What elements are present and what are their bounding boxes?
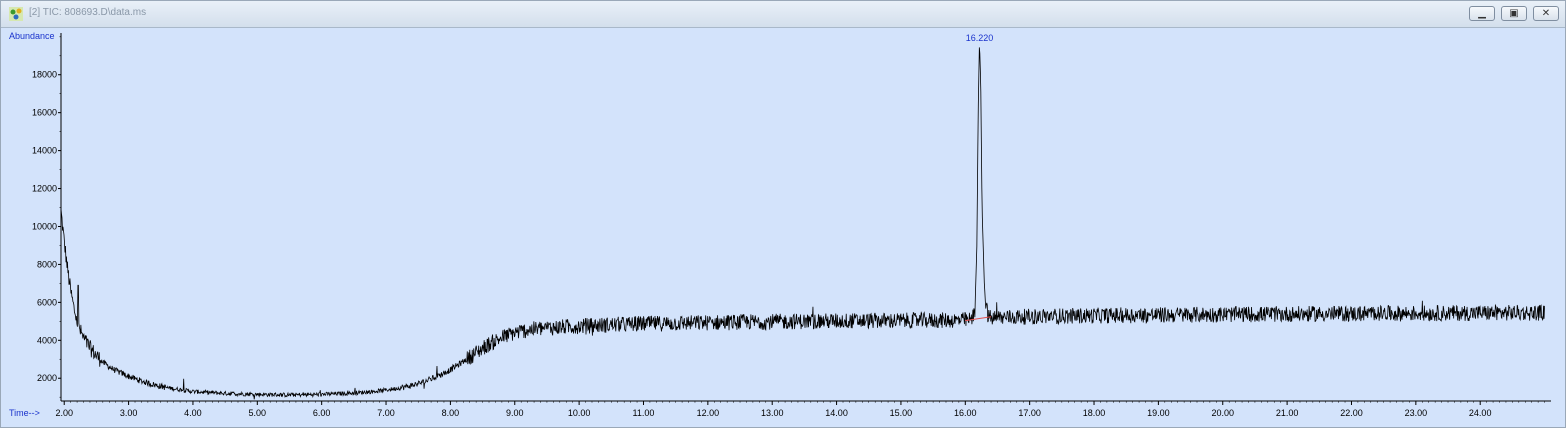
chromatogram-app-icon [9, 7, 23, 21]
x-tick-label: 13.00 [761, 408, 784, 418]
x-tick-label: 18.00 [1083, 408, 1106, 418]
tic-trace [60, 47, 1545, 400]
x-tick-label: 21.00 [1276, 408, 1299, 418]
x-tick-label: 15.00 [890, 408, 913, 418]
close-button[interactable]: ✕ [1533, 6, 1559, 21]
x-tick-label: 22.00 [1340, 408, 1363, 418]
x-tick-label: 14.00 [825, 408, 848, 418]
restore-icon: ▣ [1509, 8, 1519, 19]
x-tick-label: 2.00 [55, 408, 73, 418]
x-tick-label: 8.00 [442, 408, 460, 418]
x-tick-label: 12.00 [697, 408, 720, 418]
x-tick-label: 11.00 [633, 408, 655, 418]
x-tick-label: 5.00 [249, 408, 267, 418]
y-tick-label: 6000 [37, 297, 57, 307]
x-tick-label: 23.00 [1405, 408, 1428, 418]
close-icon: ✕ [1541, 8, 1551, 19]
y-tick-label: 8000 [37, 259, 57, 269]
x-tick-label: 16.00 [954, 408, 977, 418]
x-tick-label: 6.00 [313, 408, 331, 418]
y-tick-label: 12000 [32, 184, 57, 194]
plot-background [1, 28, 1565, 427]
chromatogram-chart[interactable]: Abundance Time--> 2000 4000 6000 8000 10000 1… [1, 28, 1565, 427]
y-tick-label: 14000 [32, 146, 57, 156]
restore-button[interactable]: ▣ [1501, 6, 1527, 21]
x-tick-label: 17.00 [1018, 408, 1041, 418]
peak-baseline [965, 316, 992, 322]
x-tick-label: 4.00 [184, 408, 202, 418]
title-bar[interactable]: [2] TIC: 808693.D\data.ms ▁ ▣ ✕ [1, 1, 1565, 28]
x-tick-label: 7.00 [377, 408, 395, 418]
window-title: [2] TIC: 808693.D\data.ms [29, 7, 147, 18]
y-tick-label: 10000 [32, 221, 57, 231]
x-tick-label: 19.00 [1147, 408, 1170, 418]
x-axis-label: Time--> [9, 408, 40, 418]
y-tick-label: 2000 [37, 373, 57, 383]
x-tick-label: 24.00 [1469, 408, 1492, 418]
x-tick-label: 10.00 [568, 408, 591, 418]
minimize-button[interactable]: ▁ [1469, 6, 1495, 21]
x-tick-label: 20.00 [1211, 408, 1234, 418]
y-axis-label: Abundance [9, 31, 55, 41]
peak-label: 16.220 [966, 33, 994, 43]
y-tick-label: 18000 [32, 70, 57, 80]
x-tick-label: 3.00 [120, 408, 138, 418]
y-tick-label: 4000 [37, 335, 57, 345]
minimize-icon: ▁ [1478, 8, 1486, 19]
y-tick-label: 16000 [32, 108, 57, 118]
x-tick-label: 9.00 [506, 408, 524, 418]
